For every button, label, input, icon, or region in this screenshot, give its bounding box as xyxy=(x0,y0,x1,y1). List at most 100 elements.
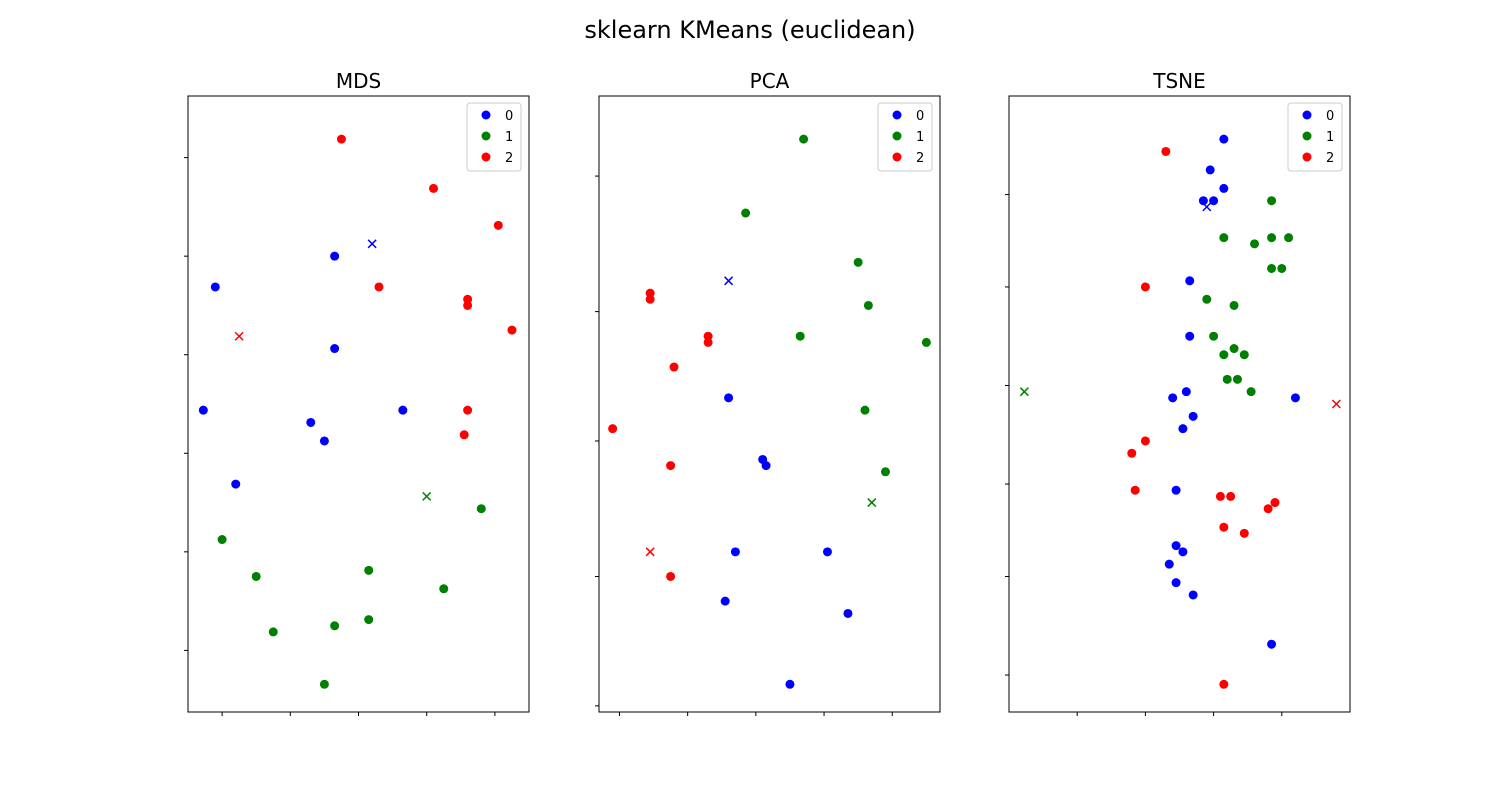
point-cluster-2 xyxy=(1226,491,1236,501)
point-cluster-0 xyxy=(1198,196,1208,206)
point-cluster-2 xyxy=(703,337,713,347)
legend-marker-2 xyxy=(481,152,491,162)
point-cluster-0 xyxy=(1181,387,1191,397)
legend-marker-1 xyxy=(481,131,491,141)
point-cluster-0 xyxy=(1205,165,1215,175)
point-cluster-1 xyxy=(1267,196,1277,206)
point-cluster-0 xyxy=(1209,196,1219,206)
point-cluster-2 xyxy=(669,362,679,372)
point-cluster-0 xyxy=(1267,639,1277,649)
point-cluster-0 xyxy=(231,479,241,489)
point-cluster-2 xyxy=(1219,522,1229,532)
point-cluster-2 xyxy=(1127,448,1137,458)
point-cluster-1 xyxy=(741,208,751,218)
point-cluster-1 xyxy=(364,615,374,625)
point-cluster-1 xyxy=(1219,350,1229,360)
point-cluster-0 xyxy=(720,596,730,606)
legend-box xyxy=(1287,102,1343,172)
point-cluster-1 xyxy=(880,467,890,477)
centroid-marker-0 xyxy=(1202,202,1212,212)
legend-marker-1 xyxy=(892,131,902,141)
centroid-marker-1 xyxy=(422,491,432,501)
point-cluster-1 xyxy=(799,134,809,144)
point-cluster-0 xyxy=(822,547,832,557)
point-cluster-1 xyxy=(251,571,261,581)
point-cluster-2 xyxy=(493,220,503,230)
legend-marker-0 xyxy=(1302,110,1312,120)
point-cluster-1 xyxy=(1250,239,1260,249)
point-cluster-2 xyxy=(1239,528,1249,538)
centroid-marker-0 xyxy=(367,239,377,249)
point-cluster-1 xyxy=(1267,233,1277,243)
point-cluster-2 xyxy=(507,325,517,335)
point-cluster-2 xyxy=(374,282,384,292)
point-cluster-1 xyxy=(1246,387,1256,397)
subplot-title: PCA xyxy=(750,69,790,93)
centroid-marker-2 xyxy=(234,331,244,341)
point-cluster-0 xyxy=(1168,393,1178,403)
point-cluster-0 xyxy=(1171,485,1181,495)
point-cluster-2 xyxy=(1140,436,1150,446)
centroid-marker-0 xyxy=(724,276,734,286)
subplots: MDS 0 1 2 PCA 0 1 2 TSNE 0 1 2 xyxy=(184,69,1351,716)
legend-marker-0 xyxy=(892,110,902,120)
point-cluster-0 xyxy=(1185,276,1195,286)
point-cluster-1 xyxy=(1239,350,1249,360)
point-cluster-1 xyxy=(1229,300,1239,310)
point-cluster-1 xyxy=(439,584,449,594)
point-cluster-1 xyxy=(476,504,486,514)
point-cluster-0 xyxy=(1164,559,1174,569)
point-cluster-2 xyxy=(645,294,655,304)
point-cluster-2 xyxy=(1215,491,1225,501)
point-cluster-0 xyxy=(319,436,329,446)
figure-title: sklearn KMeans (euclidean) xyxy=(584,16,915,44)
point-cluster-0 xyxy=(210,282,220,292)
point-cluster-2 xyxy=(463,405,473,415)
legend-label-2: 2 xyxy=(1326,151,1334,166)
point-cluster-2 xyxy=(463,300,473,310)
legend-marker-2 xyxy=(1302,152,1312,162)
point-cluster-1 xyxy=(268,627,278,637)
point-cluster-0 xyxy=(1219,183,1229,193)
subplot-title: TSNE xyxy=(1152,69,1206,93)
legend: 0 1 2 xyxy=(877,102,933,172)
point-cluster-1 xyxy=(1222,374,1232,384)
legend-label-0: 0 xyxy=(916,109,924,124)
point-cluster-1 xyxy=(330,621,340,631)
legend-label-1: 1 xyxy=(505,130,513,145)
point-cluster-2 xyxy=(666,571,676,581)
legend-marker-1 xyxy=(1302,131,1312,141)
point-cluster-2 xyxy=(336,134,346,144)
centroid-marker-2 xyxy=(645,547,655,557)
point-cluster-0 xyxy=(398,405,408,415)
point-cluster-2 xyxy=(459,430,469,440)
point-cluster-1 xyxy=(1267,263,1277,273)
legend-label-2: 2 xyxy=(505,151,513,166)
point-cluster-1 xyxy=(1277,263,1287,273)
point-cluster-0 xyxy=(1188,411,1198,421)
point-cluster-2 xyxy=(645,288,655,298)
point-cluster-2 xyxy=(608,424,618,434)
point-cluster-0 xyxy=(1188,590,1198,600)
centroid-marker-1 xyxy=(867,498,877,508)
legend-label-0: 0 xyxy=(1326,109,1334,124)
point-cluster-0 xyxy=(724,393,734,403)
point-cluster-1 xyxy=(1232,374,1242,384)
legend-box xyxy=(466,102,522,172)
point-cluster-1 xyxy=(863,300,873,310)
point-cluster-0 xyxy=(1171,578,1181,588)
legend: 0 1 2 xyxy=(1287,102,1343,172)
subplot-tsne: TSNE 0 1 2 xyxy=(1005,69,1351,716)
point-cluster-0 xyxy=(198,405,208,415)
point-cluster-0 xyxy=(1171,541,1181,551)
point-cluster-0 xyxy=(785,679,795,689)
point-cluster-0 xyxy=(761,461,771,471)
point-cluster-1 xyxy=(1209,331,1219,341)
point-cluster-2 xyxy=(463,294,473,304)
point-cluster-2 xyxy=(1219,679,1229,689)
subplot-title: MDS xyxy=(336,69,381,93)
point-cluster-1 xyxy=(795,331,805,341)
subplot-pca: PCA 0 1 2 xyxy=(595,69,941,716)
point-cluster-0 xyxy=(1178,547,1188,557)
